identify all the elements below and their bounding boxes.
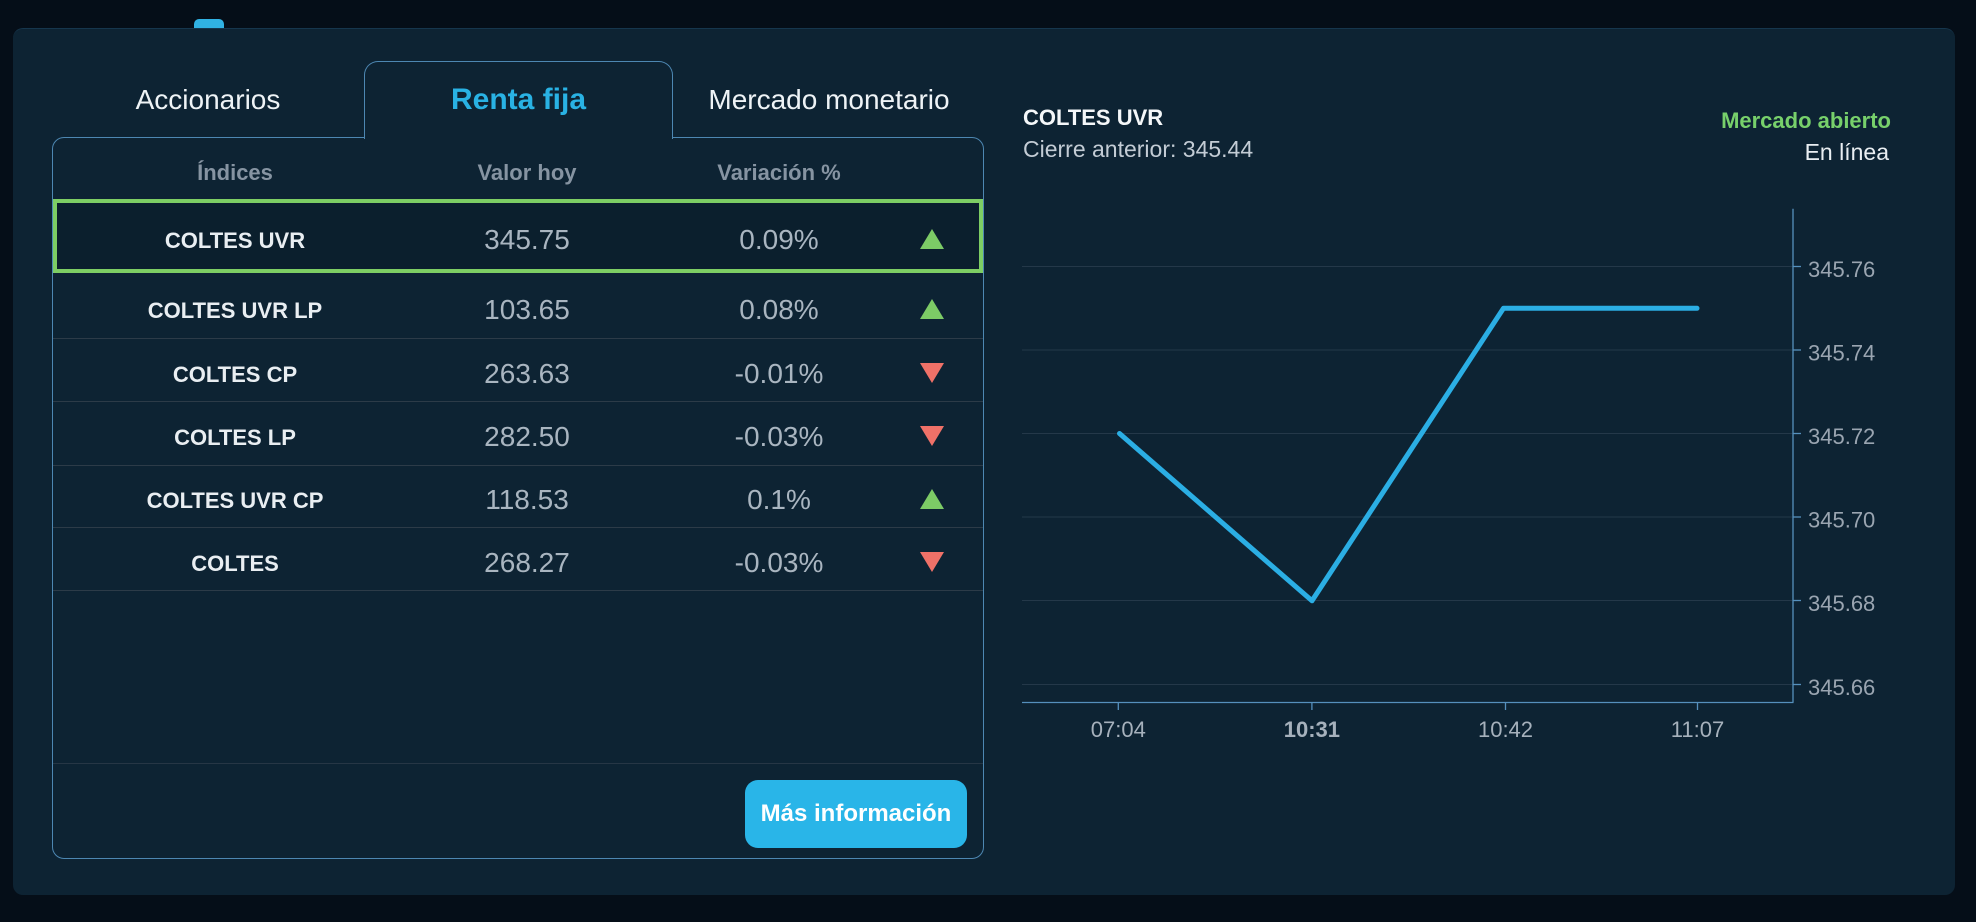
svg-text:345.76: 345.76 [1808,257,1875,282]
svg-text:07:04: 07:04 [1091,717,1146,742]
svg-text:345.72: 345.72 [1808,424,1875,449]
svg-text:345.68: 345.68 [1808,591,1875,616]
svg-text:11:07: 11:07 [1671,717,1724,742]
svg-text:10:42: 10:42 [1478,717,1533,742]
svg-text:10:31: 10:31 [1284,717,1340,742]
svg-text:345.66: 345.66 [1808,675,1875,700]
svg-text:345.74: 345.74 [1808,341,1875,366]
svg-text:345.70: 345.70 [1808,508,1875,533]
